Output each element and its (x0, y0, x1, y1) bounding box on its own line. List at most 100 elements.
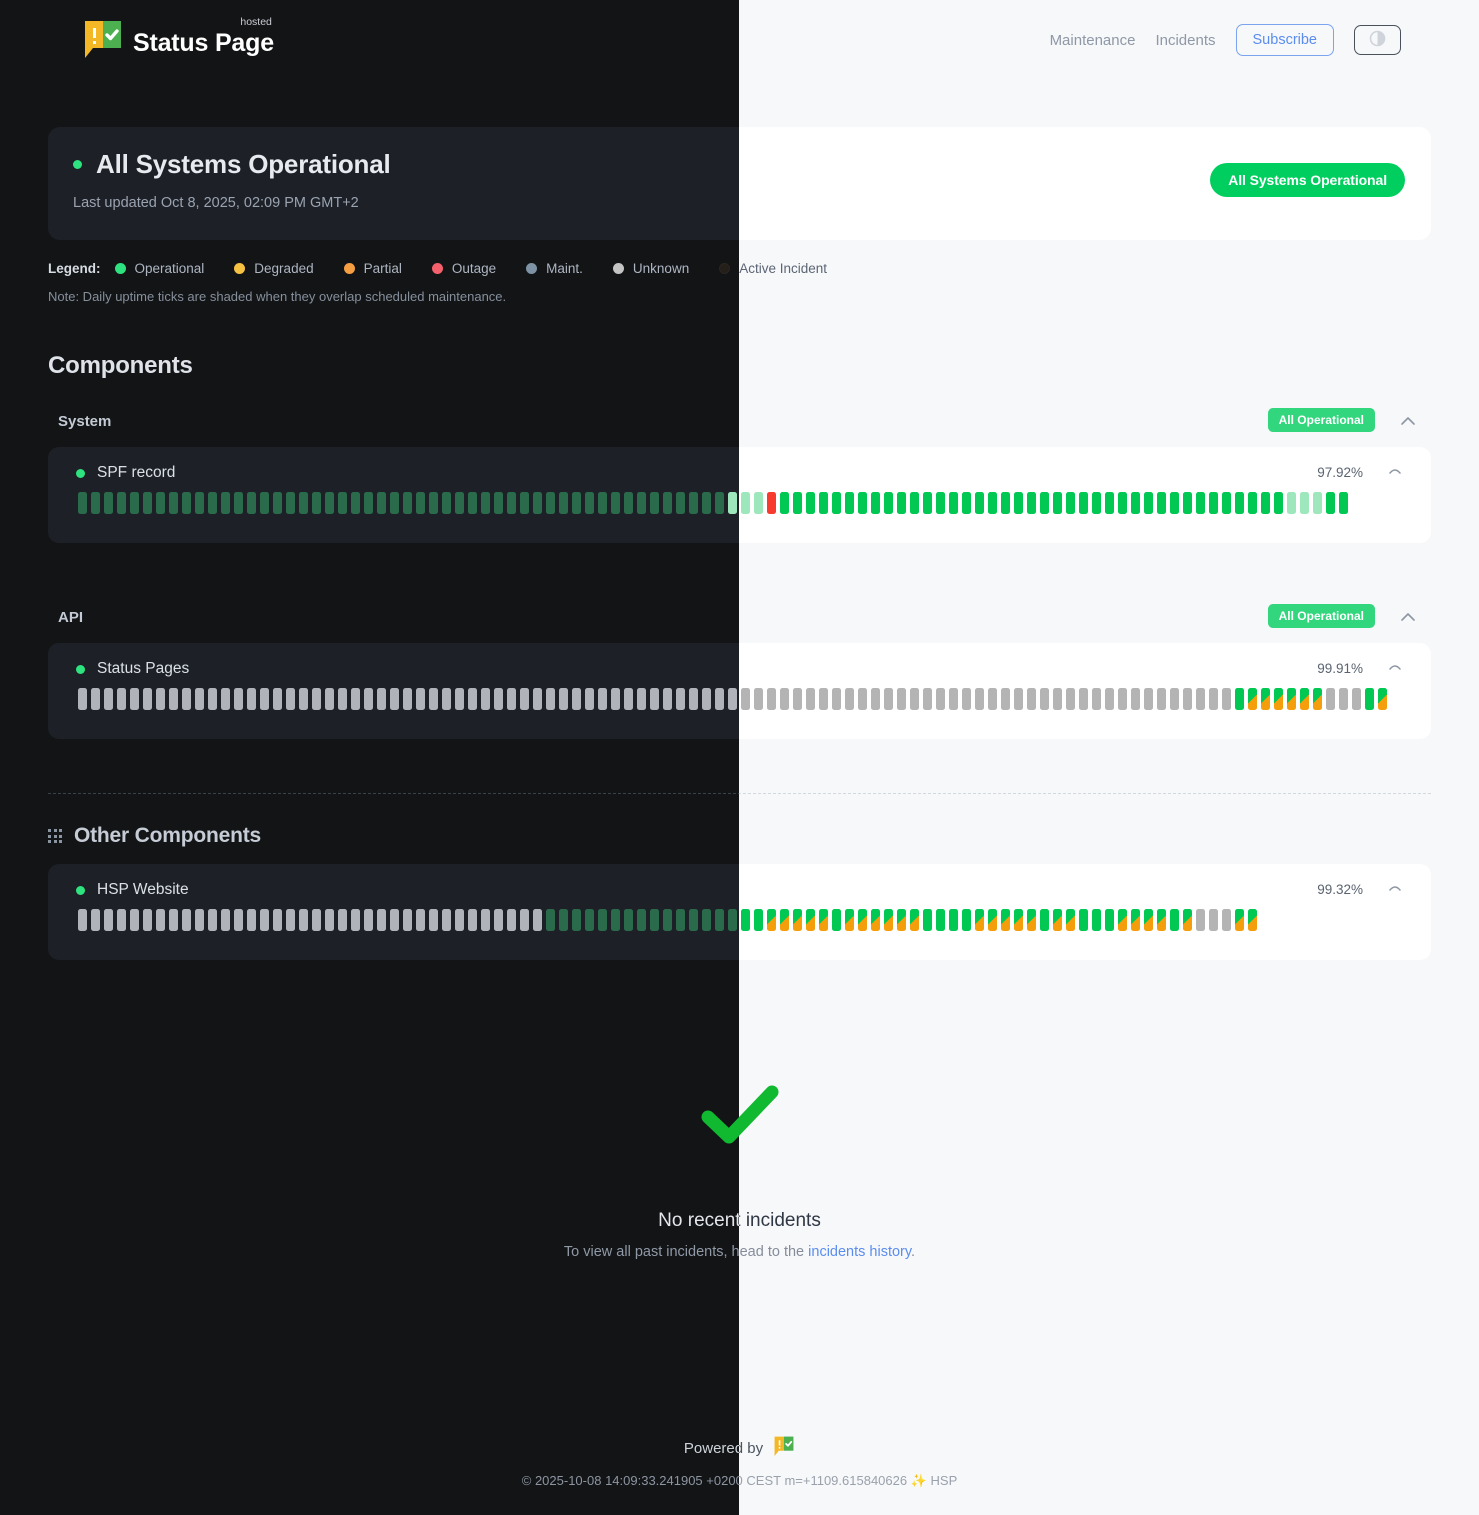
uptime-tick[interactable] (884, 909, 893, 931)
uptime-tick[interactable] (702, 492, 711, 514)
uptime-tick[interactable] (572, 909, 581, 931)
uptime-tick[interactable] (585, 492, 594, 514)
uptime-tick[interactable] (728, 909, 737, 931)
uptime-tick[interactable] (988, 688, 997, 710)
uptime-tick[interactable] (247, 909, 256, 931)
uptime-tick[interactable] (1300, 688, 1309, 710)
uptime-tick[interactable] (260, 492, 269, 514)
uptime-tick[interactable] (975, 492, 984, 514)
uptime-tick[interactable] (897, 688, 906, 710)
uptime-tick[interactable] (195, 909, 204, 931)
uptime-tick[interactable] (546, 909, 555, 931)
uptime-tick[interactable] (546, 492, 555, 514)
uptime-tick[interactable] (351, 492, 360, 514)
uptime-tick[interactable] (689, 909, 698, 931)
uptime-tick[interactable] (390, 688, 399, 710)
uptime-tick[interactable] (169, 688, 178, 710)
uptime-tick[interactable] (1040, 909, 1049, 931)
uptime-tick[interactable] (1053, 492, 1062, 514)
uptime-tick[interactable] (338, 909, 347, 931)
uptime-tick[interactable] (728, 688, 737, 710)
uptime-tick[interactable] (793, 909, 802, 931)
uptime-tick[interactable] (572, 688, 581, 710)
uptime-tick[interactable] (1287, 492, 1296, 514)
uptime-tick[interactable] (260, 909, 269, 931)
uptime-tick[interactable] (1092, 909, 1101, 931)
uptime-tick[interactable] (1079, 688, 1088, 710)
uptime-tick[interactable] (1092, 688, 1101, 710)
uptime-tick[interactable] (1027, 492, 1036, 514)
uptime-tick[interactable] (130, 688, 139, 710)
uptime-tick[interactable] (1170, 688, 1179, 710)
uptime-tick[interactable] (1287, 688, 1296, 710)
uptime-tick[interactable] (962, 688, 971, 710)
uptime-tick[interactable] (1300, 492, 1309, 514)
uptime-tick[interactable] (1196, 688, 1205, 710)
uptime-tick[interactable] (845, 688, 854, 710)
uptime-tick[interactable] (104, 492, 113, 514)
uptime-tick[interactable] (780, 688, 789, 710)
uptime-tick[interactable] (182, 688, 191, 710)
uptime-tick[interactable] (403, 909, 412, 931)
uptime-tick[interactable] (494, 492, 503, 514)
nav-maintenance[interactable]: Maintenance (1049, 31, 1136, 49)
uptime-tick[interactable] (338, 688, 347, 710)
uptime-tick[interactable] (286, 909, 295, 931)
uptime-tick[interactable] (1157, 492, 1166, 514)
uptime-tick[interactable] (624, 909, 633, 931)
uptime-tick[interactable] (559, 688, 568, 710)
chevron-up-icon[interactable] (1399, 609, 1417, 627)
chevron-up-icon[interactable] (1399, 413, 1417, 431)
uptime-tick[interactable] (1118, 492, 1127, 514)
uptime-tick[interactable] (923, 492, 932, 514)
uptime-tick[interactable] (221, 688, 230, 710)
uptime-tick[interactable] (377, 909, 386, 931)
uptime-tick[interactable] (637, 492, 646, 514)
uptime-tick[interactable] (1170, 909, 1179, 931)
uptime-tick[interactable] (117, 688, 126, 710)
uptime-tick[interactable] (962, 492, 971, 514)
uptime-tick[interactable] (481, 909, 490, 931)
uptime-tick[interactable] (1378, 688, 1387, 710)
uptime-tick[interactable] (1248, 909, 1257, 931)
uptime-tick[interactable] (559, 909, 568, 931)
uptime-tick[interactable] (1196, 492, 1205, 514)
uptime-tick[interactable] (1196, 909, 1205, 931)
uptime-tick[interactable] (234, 492, 243, 514)
uptime-tick[interactable] (611, 492, 620, 514)
uptime-tick[interactable] (572, 492, 581, 514)
uptime-tick[interactable] (715, 688, 724, 710)
uptime-tick[interactable] (455, 909, 464, 931)
uptime-tick[interactable] (585, 688, 594, 710)
uptime-tick[interactable] (143, 688, 152, 710)
uptime-tick[interactable] (923, 688, 932, 710)
uptime-tick[interactable] (1209, 688, 1218, 710)
uptime-tick[interactable] (611, 909, 620, 931)
uptime-tick[interactable] (468, 492, 477, 514)
uptime-tick[interactable] (741, 909, 750, 931)
uptime-tick[interactable] (741, 492, 750, 514)
uptime-tick[interactable] (793, 688, 802, 710)
uptime-tick[interactable] (1261, 492, 1270, 514)
uptime-tick[interactable] (1235, 492, 1244, 514)
uptime-tick[interactable] (598, 909, 607, 931)
uptime-tick[interactable] (741, 688, 750, 710)
uptime-tick[interactable] (806, 492, 815, 514)
uptime-tick[interactable] (1261, 688, 1270, 710)
uptime-tick[interactable] (1157, 909, 1166, 931)
uptime-tick[interactable] (871, 909, 880, 931)
uptime-tick[interactable] (663, 688, 672, 710)
nav-incidents[interactable]: Incidents (1155, 31, 1216, 49)
uptime-tick[interactable] (663, 492, 672, 514)
uptime-tick[interactable] (1079, 909, 1088, 931)
uptime-tick[interactable] (377, 688, 386, 710)
uptime-tick[interactable] (728, 492, 737, 514)
uptime-tick[interactable] (949, 909, 958, 931)
uptime-tick[interactable] (130, 492, 139, 514)
uptime-tick[interactable] (208, 492, 217, 514)
uptime-tick[interactable] (585, 909, 594, 931)
uptime-tick[interactable] (1118, 909, 1127, 931)
uptime-tick[interactable] (104, 688, 113, 710)
uptime-tick[interactable] (507, 688, 516, 710)
uptime-tick[interactable] (884, 492, 893, 514)
